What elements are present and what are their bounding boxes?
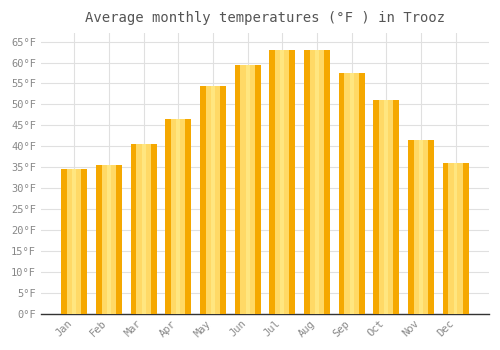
Bar	[142, 144, 146, 314]
Bar	[72, 169, 76, 314]
Bar	[206, 85, 220, 314]
Bar	[200, 85, 226, 314]
Bar	[338, 73, 364, 314]
Bar	[67, 169, 82, 314]
Bar	[280, 50, 284, 314]
Bar	[310, 50, 324, 314]
Bar	[211, 85, 215, 314]
Bar	[107, 165, 111, 314]
Bar	[454, 163, 458, 314]
Bar	[246, 65, 250, 314]
Bar	[384, 100, 388, 314]
Bar	[102, 165, 116, 314]
Bar	[171, 119, 186, 314]
Bar	[350, 73, 354, 314]
Bar	[275, 50, 289, 314]
Bar	[240, 65, 255, 314]
Bar	[176, 119, 180, 314]
Bar	[130, 144, 156, 314]
Bar	[166, 119, 192, 314]
Bar	[136, 144, 151, 314]
Bar	[442, 163, 468, 314]
Bar	[379, 100, 394, 314]
Bar	[448, 163, 462, 314]
Bar	[270, 50, 295, 314]
Bar	[373, 100, 399, 314]
Bar	[234, 65, 260, 314]
Bar	[315, 50, 319, 314]
Bar	[96, 165, 122, 314]
Bar	[344, 73, 358, 314]
Bar	[62, 169, 88, 314]
Bar	[408, 140, 434, 314]
Bar	[419, 140, 423, 314]
Bar	[414, 140, 428, 314]
Title: Average monthly temperatures (°F ) in Trooz: Average monthly temperatures (°F ) in Tr…	[85, 11, 445, 25]
Bar	[304, 50, 330, 314]
